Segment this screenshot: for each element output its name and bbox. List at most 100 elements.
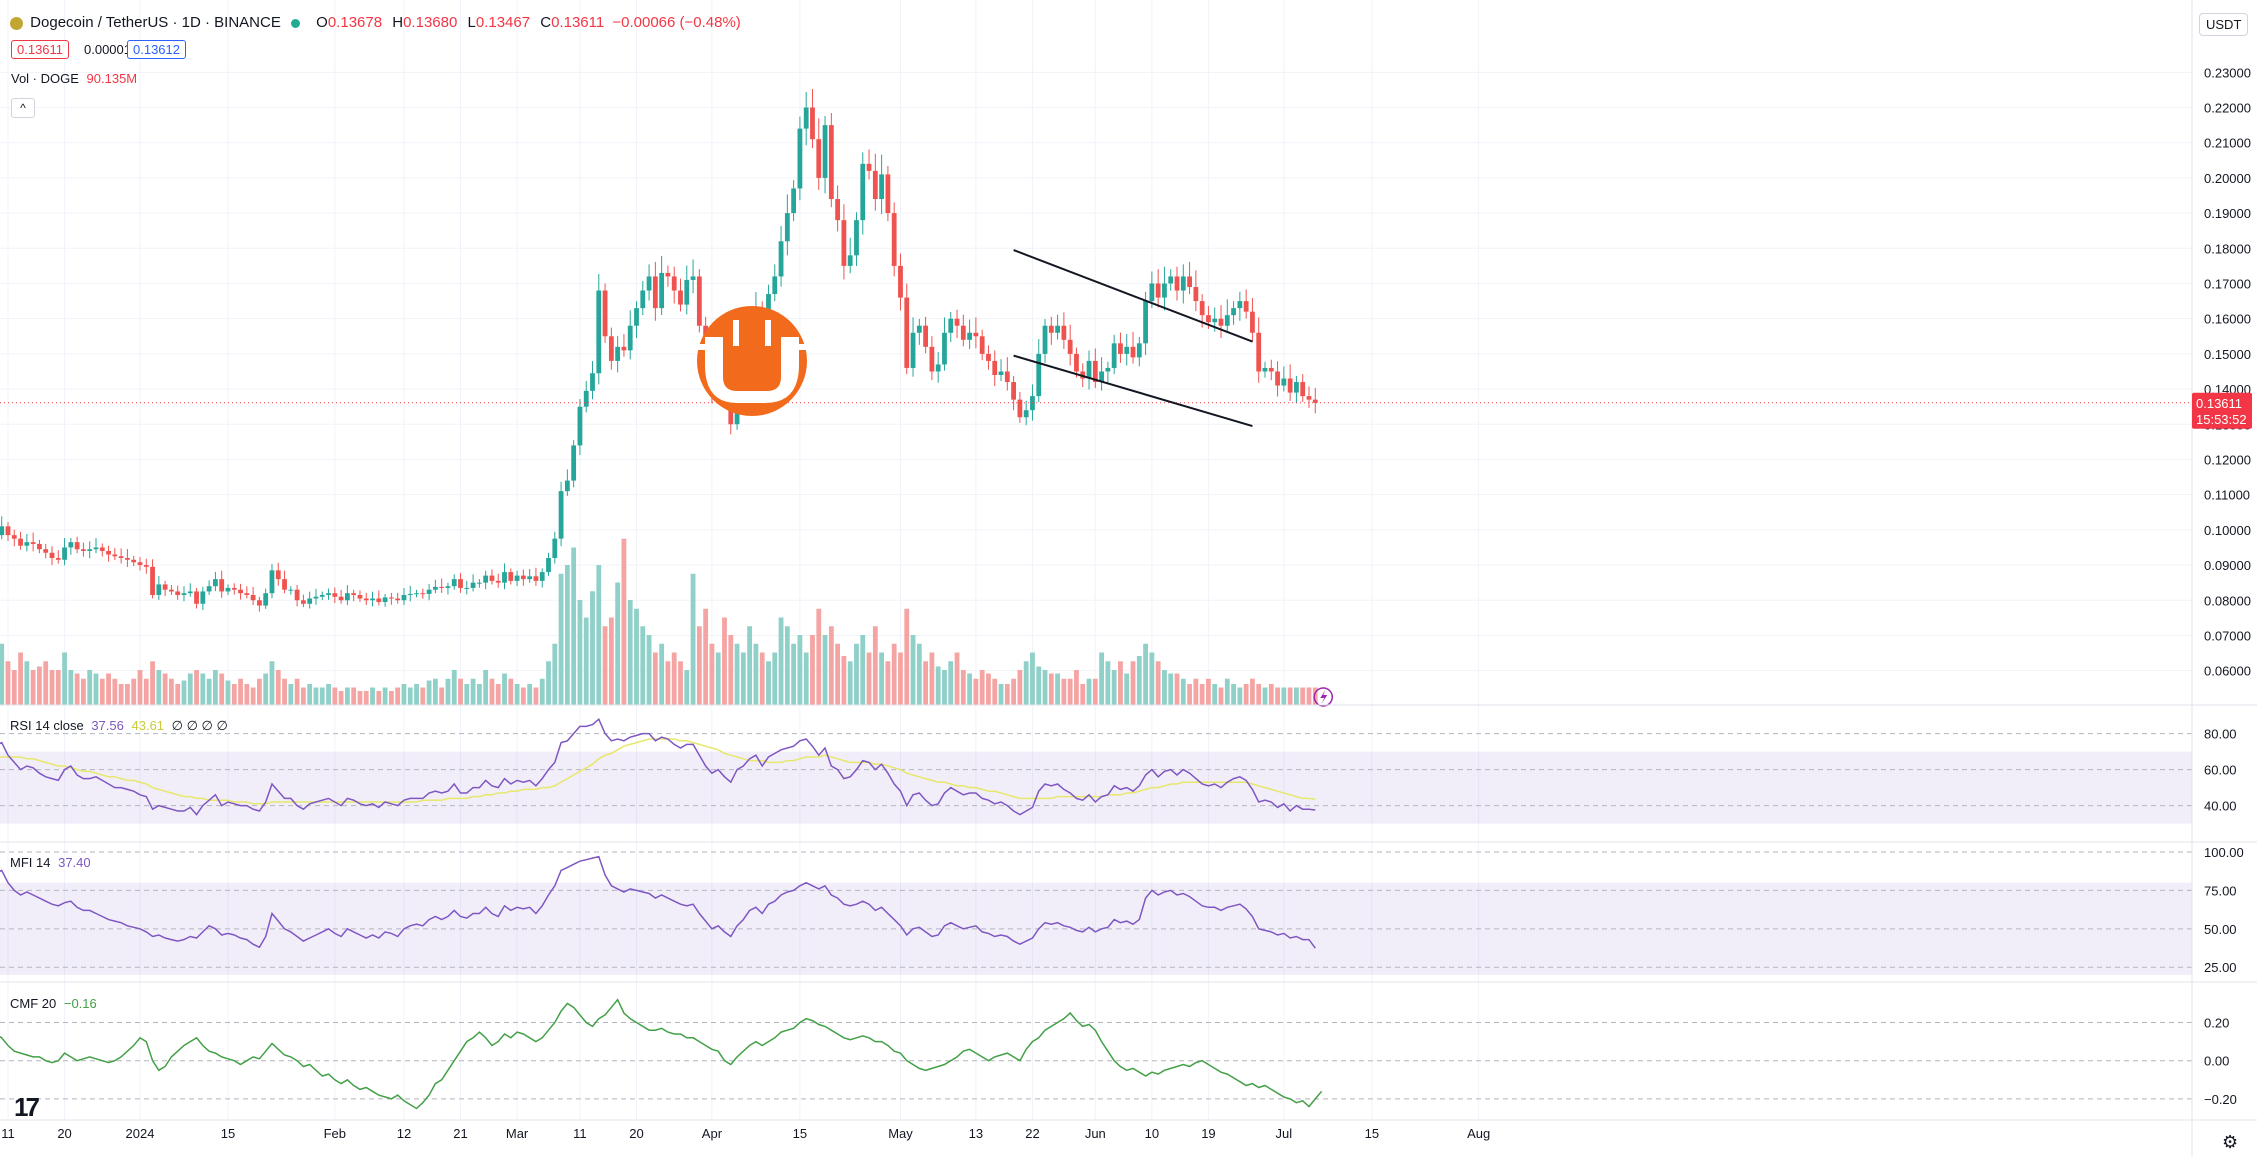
price-tick-label: 0.15000 <box>2204 347 2251 362</box>
volume-bar <box>1086 678 1092 705</box>
collapse-chevron-icon[interactable]: ^ <box>11 98 35 118</box>
volume-bar <box>106 673 111 705</box>
ask-button[interactable]: 0.13612 <box>127 40 186 59</box>
cmf-axis-label: 0.20 <box>2204 1016 2229 1031</box>
candle-body <box>269 570 275 594</box>
candle-body <box>338 596 344 601</box>
candle-body <box>282 579 287 590</box>
volume-bar <box>778 617 784 705</box>
volume-bar <box>401 684 407 705</box>
settings-gear-icon[interactable]: ⚙ <box>2222 1132 2239 1152</box>
candle-body <box>357 594 363 599</box>
mfi-pane: 100.00 75.00 50.00 25.00 <box>0 845 2244 975</box>
time-tick-label: Jul <box>1276 1126 1293 1141</box>
rsi-ma-value: 43.61 <box>131 718 165 733</box>
mfi-axis-label: 100.00 <box>2204 845 2244 860</box>
candle-body <box>319 594 325 597</box>
close-label: C <box>540 14 552 31</box>
time-tick-label: Aug <box>1467 1126 1490 1141</box>
volume-bar <box>652 652 658 705</box>
volume-bar <box>307 684 313 705</box>
candle-body <box>816 139 822 178</box>
volume-bar <box>872 626 878 705</box>
bid-button[interactable]: 0.13611 <box>11 40 70 59</box>
candle-body <box>1206 315 1211 323</box>
volume-bar <box>847 661 853 705</box>
mfi-legend[interactable]: MFI 14 37.40 <box>10 855 91 870</box>
volume-bar <box>219 673 225 705</box>
tradingview-logo-icon[interactable]: 17 <box>14 1092 40 1122</box>
candle-body <box>979 336 985 354</box>
candle-body <box>1048 325 1054 333</box>
volume-bar <box>866 652 872 705</box>
candle-body <box>257 600 262 606</box>
candle-body <box>652 276 658 309</box>
volume-bar <box>470 678 476 705</box>
volume-bar <box>407 687 413 705</box>
candle-body <box>885 174 891 214</box>
volume-bar <box>797 635 803 705</box>
volume-bar <box>275 670 281 705</box>
mfi-axis-label: 50.00 <box>2204 922 2237 937</box>
rsi-axis-label: 60.00 <box>2204 763 2237 778</box>
volume-bar <box>791 643 797 705</box>
candle-body <box>910 332 916 368</box>
candle-body <box>520 575 526 580</box>
volume-bar <box>891 643 897 705</box>
volume-bar <box>495 684 501 705</box>
volume-bar <box>332 687 338 705</box>
volume-bar <box>213 670 218 705</box>
volume-bar <box>1099 652 1104 705</box>
volume-bar <box>0 643 5 705</box>
volume-bar <box>1011 678 1016 705</box>
candle-body <box>1055 325 1060 333</box>
volume-bar <box>960 670 966 705</box>
candle-body <box>1287 378 1293 393</box>
candle-body <box>684 279 690 305</box>
symbol-legend[interactable]: Dogecoin / TetherUS · 1D · BINANCE O0.13… <box>10 14 741 31</box>
candle-body <box>986 353 991 361</box>
volume-bar <box>508 678 514 705</box>
volume-bar <box>464 684 470 705</box>
volume-bar <box>803 652 809 705</box>
candle-body <box>992 360 998 375</box>
volume-bar <box>1042 670 1048 705</box>
cmf-axis-label: −0.20 <box>2204 1092 2237 1107</box>
price-tick-label: 0.18000 <box>2204 241 2251 256</box>
cmf-legend[interactable]: CMF 20 −0.16 <box>10 996 97 1011</box>
candle-body <box>483 575 489 583</box>
volume-bar <box>206 678 212 705</box>
candle-body <box>942 332 947 365</box>
volume-bar <box>1048 673 1054 705</box>
price-tick-label: 0.19000 <box>2204 206 2251 221</box>
volume-bar <box>690 573 696 705</box>
rsi-legend[interactable]: RSI 14 close 37.56 43.61 ∅ ∅ ∅ ∅ <box>10 718 228 734</box>
volume-legend[interactable]: Vol · DOGE 90.135M <box>11 71 137 86</box>
candle-body <box>395 598 401 601</box>
volume-bar <box>734 643 740 705</box>
volume-bar <box>200 673 206 705</box>
candle-body <box>1155 283 1161 298</box>
candle-body <box>1074 353 1079 372</box>
price-tick-label: 0.16000 <box>2204 312 2251 327</box>
candle-body <box>363 598 369 601</box>
candle-body <box>156 584 162 595</box>
volume-bar <box>1067 678 1073 705</box>
price-tick-label: 0.06000 <box>2204 664 2251 679</box>
rsi-label: RSI 14 close <box>10 718 84 733</box>
trendlines <box>1013 249 1253 427</box>
volume-bar <box>678 661 683 705</box>
candle-body <box>1256 332 1262 372</box>
time-tick-label: 15 <box>221 1126 235 1141</box>
candle-body <box>37 543 42 550</box>
currency-button[interactable]: USDT <box>2199 13 2249 36</box>
volume-bar <box>728 635 734 705</box>
time-tick-label: 2024 <box>126 1126 155 1141</box>
candle-body <box>169 589 174 592</box>
volume-bar <box>948 661 954 705</box>
rsi-axis-label: 40.00 <box>2204 799 2237 814</box>
candle-body <box>590 373 595 391</box>
time-tick-label: 19 <box>1201 1126 1215 1141</box>
